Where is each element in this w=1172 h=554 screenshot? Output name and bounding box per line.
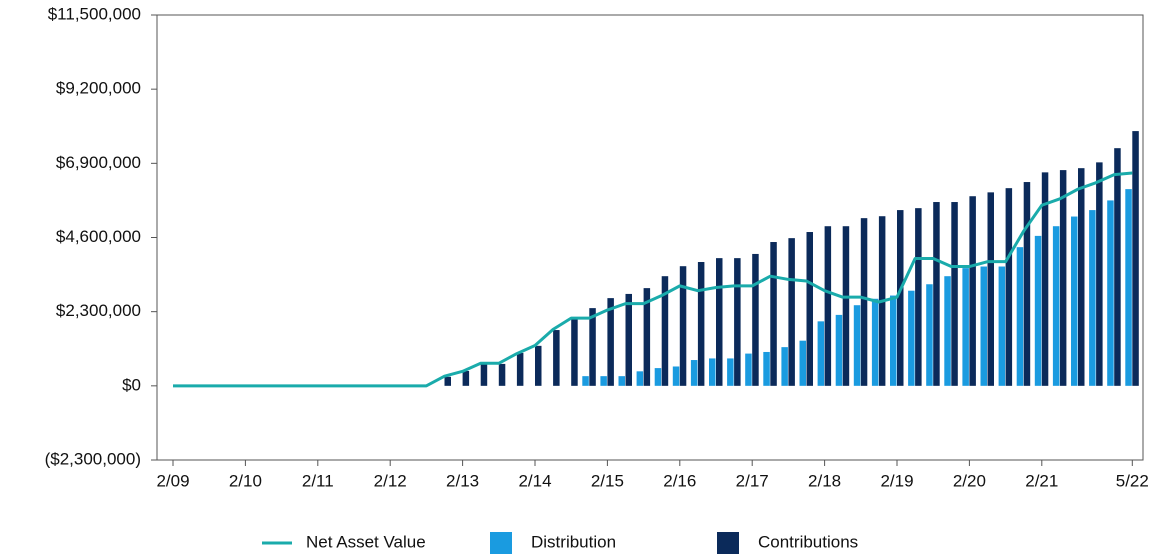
bar <box>788 238 795 386</box>
y-tick-label: ($2,300,000) <box>45 449 141 468</box>
bar <box>897 210 904 386</box>
bar <box>752 253 759 386</box>
bar <box>842 226 850 386</box>
bar <box>853 305 861 386</box>
x-tick-label: 2/15 <box>591 471 624 490</box>
bar <box>734 258 741 386</box>
bar <box>716 258 723 386</box>
bar <box>799 340 806 386</box>
bar <box>1071 216 1078 386</box>
plot-frame <box>156 14 1144 461</box>
bar <box>571 318 578 386</box>
bar <box>824 226 832 386</box>
x-tick-label: 2/21 <box>1025 471 1058 490</box>
y-tick-label: $0 <box>122 375 141 394</box>
bar <box>933 202 940 386</box>
bar <box>871 298 879 386</box>
x-tick-label: 2/18 <box>808 471 841 490</box>
bar <box>553 330 560 386</box>
bar <box>1023 182 1031 386</box>
x-tick-label: 2/13 <box>446 471 479 490</box>
bar <box>516 352 524 386</box>
bar <box>672 366 680 386</box>
bar <box>462 371 470 386</box>
bar <box>600 376 607 386</box>
bar <box>679 266 687 386</box>
bar <box>980 266 987 386</box>
legend-swatch <box>717 532 739 554</box>
bar <box>709 358 716 386</box>
bar <box>1089 210 1096 386</box>
bar <box>745 353 752 386</box>
bar <box>998 266 1006 386</box>
bar <box>770 242 777 386</box>
bar <box>1107 200 1114 386</box>
y-tick-label: $6,900,000 <box>56 153 141 172</box>
bar <box>727 358 734 386</box>
bar <box>944 276 951 386</box>
bar <box>690 360 698 386</box>
bar <box>1041 172 1049 386</box>
bar <box>962 268 969 386</box>
bar <box>806 232 813 386</box>
bar <box>835 314 843 386</box>
bar <box>908 290 915 386</box>
bar <box>781 347 788 386</box>
bar <box>654 368 662 386</box>
bar <box>625 293 632 386</box>
bar <box>498 363 506 386</box>
bar <box>987 192 994 386</box>
y-tick-label: $11,500,000 <box>48 4 141 23</box>
bar <box>1096 162 1103 386</box>
legend-label: Distribution <box>531 532 616 551</box>
bar <box>1005 188 1013 386</box>
x-tick-label: 2/11 <box>302 471 334 490</box>
bar <box>915 208 922 386</box>
x-tick-label: 2/14 <box>518 471 551 490</box>
legend-label: Contributions <box>758 532 858 551</box>
bar <box>535 345 542 386</box>
bar <box>890 295 897 386</box>
bar <box>643 288 651 386</box>
x-tick-label: 2/10 <box>229 471 262 490</box>
x-tick-label: 2/17 <box>736 471 769 490</box>
bar <box>1052 226 1060 386</box>
bar <box>1132 131 1139 386</box>
bar <box>607 298 614 386</box>
bar <box>951 202 958 386</box>
bar <box>618 376 625 386</box>
y-tick-label: $4,600,000 <box>56 227 141 246</box>
x-tick-label: 2/20 <box>953 471 986 490</box>
line-series <box>173 171 1133 388</box>
bar <box>817 321 825 386</box>
bar <box>582 376 589 386</box>
x-tick-label: 2/12 <box>374 471 407 490</box>
bar <box>589 308 596 386</box>
y-tick-label: $9,200,000 <box>56 79 141 98</box>
bar <box>1059 170 1067 386</box>
x-tick-label: 2/09 <box>156 471 189 490</box>
bar <box>763 351 770 386</box>
bar <box>1034 235 1042 386</box>
bar <box>926 284 933 386</box>
bar <box>480 363 488 386</box>
bar <box>636 371 644 386</box>
x-tick-label: 5/22 <box>1116 471 1149 490</box>
bar <box>1078 168 1085 386</box>
bar <box>1125 189 1132 386</box>
y-tick-label: $2,300,000 <box>56 301 141 320</box>
x-tick-label: 2/19 <box>880 471 913 490</box>
legend-label: Net Asset Value <box>306 532 426 551</box>
x-tick-label: 2/16 <box>663 471 696 490</box>
bar <box>1114 148 1121 386</box>
bar <box>697 262 705 386</box>
bar <box>661 276 669 386</box>
bar <box>1016 247 1024 386</box>
bar <box>860 218 868 386</box>
bar <box>444 376 451 386</box>
bar <box>969 196 976 386</box>
legend-swatch <box>490 532 512 554</box>
